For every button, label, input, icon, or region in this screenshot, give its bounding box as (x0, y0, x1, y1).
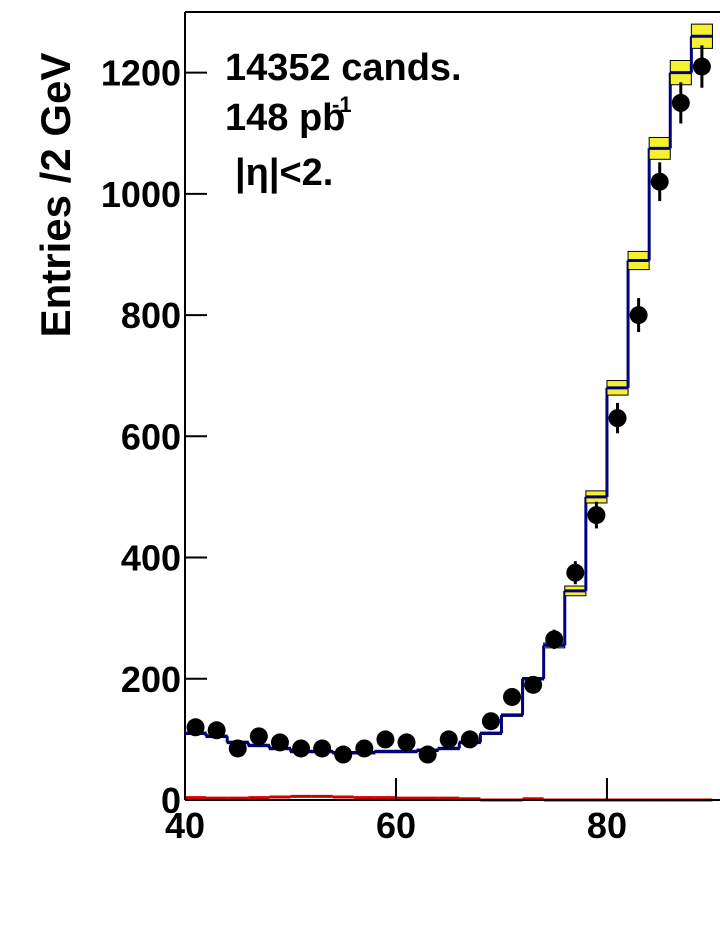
data-point (692, 57, 711, 76)
data-point (376, 730, 395, 749)
data-point (439, 730, 458, 749)
data-point (397, 733, 416, 752)
data-point (228, 739, 247, 758)
data-point (292, 739, 311, 758)
y-axis-title: Entries /2 GeV (32, 53, 79, 338)
y-tick-label: 1200 (101, 53, 181, 94)
y-tick-label: 1000 (101, 174, 181, 215)
annotation: -1 (332, 92, 352, 117)
x-tick-label: 40 (165, 805, 205, 846)
data-point (249, 727, 268, 746)
data-point (313, 739, 332, 758)
data-point (587, 506, 606, 525)
data-point (629, 306, 648, 325)
annotation: |η|<2. (235, 152, 333, 194)
data-point (207, 721, 226, 740)
annotation: 14352 cands. (225, 47, 462, 89)
data-point (650, 172, 669, 191)
data-point (671, 93, 690, 112)
data-point (270, 733, 289, 752)
data-point (334, 745, 353, 764)
data-point (545, 630, 564, 649)
plot-area (185, 23, 713, 802)
data-point (481, 712, 500, 731)
y-tick-label: 0 (161, 780, 181, 821)
x-tick-label: 80 (587, 805, 627, 846)
y-tick-label: 400 (121, 538, 181, 579)
data-point (355, 739, 374, 758)
data-point (460, 730, 479, 749)
data-point (524, 675, 543, 694)
y-tick-label: 800 (121, 295, 181, 336)
annotation: 148 pb (225, 97, 345, 139)
data-point (503, 687, 522, 706)
y-tick-label: 200 (121, 659, 181, 700)
x-tick-label: 60 (376, 805, 416, 846)
data-point (608, 409, 627, 428)
data-point (566, 563, 585, 582)
data-point (186, 718, 205, 737)
y-tick-label: 600 (121, 416, 181, 457)
data-point (418, 745, 437, 764)
